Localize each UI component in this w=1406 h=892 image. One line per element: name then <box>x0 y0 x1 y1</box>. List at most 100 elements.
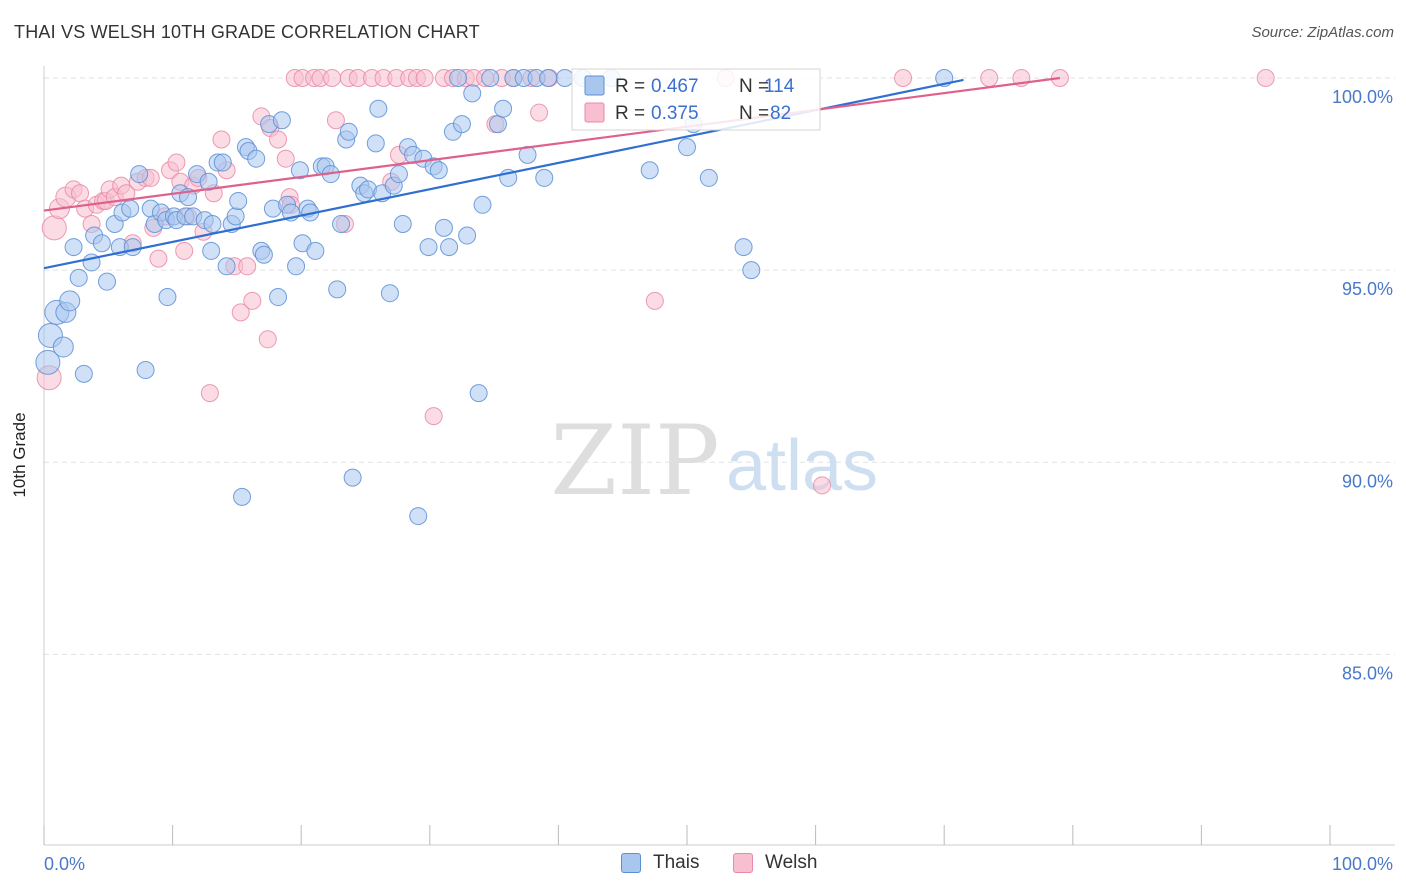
data-point-thais <box>369 99 388 118</box>
data-point-welsh <box>258 330 277 349</box>
data-point-welsh <box>1256 69 1275 87</box>
grid-layer <box>44 77 1395 655</box>
data-point-welsh <box>71 184 90 203</box>
y-tick-label: 85.0% <box>1342 663 1393 683</box>
data-point-welsh <box>269 130 288 149</box>
data-point-thais <box>518 145 537 164</box>
data-point-thais <box>203 215 222 234</box>
legend-r-label-welsh: R = <box>615 103 645 124</box>
data-point-thais <box>92 234 111 253</box>
data-point-welsh <box>175 241 194 260</box>
chart-title: THAI VS WELSH 10TH GRADE CORRELATION CHA… <box>14 22 480 42</box>
series-legend-thais[interactable]: Thais <box>621 852 699 874</box>
data-point-thais <box>328 280 347 299</box>
series-label-thais: Thais <box>653 852 700 873</box>
data-point-welsh <box>424 407 443 426</box>
data-point-thais <box>440 238 459 257</box>
data-point-thais <box>678 138 696 157</box>
data-point-thais <box>287 257 306 276</box>
data-point-thais <box>458 226 477 245</box>
data-point-thais <box>199 172 218 191</box>
stats-legend: R = 0.467 N = 114 R = 0.375 N = 82 <box>571 68 821 131</box>
data-point-welsh <box>323 69 342 87</box>
data-point-welsh <box>415 69 434 87</box>
data-point-thais <box>217 257 236 276</box>
data-point-thais <box>136 361 155 380</box>
data-point-thais <box>52 336 74 358</box>
data-point-welsh <box>167 153 186 172</box>
data-point-thais <box>202 241 221 260</box>
data-point-thais <box>69 268 88 287</box>
data-point-thais <box>429 161 448 180</box>
data-point-thais <box>481 69 500 87</box>
y-tick-label: 90.0% <box>1342 471 1393 491</box>
data-point-thais <box>306 241 325 260</box>
series-label-welsh: Welsh <box>765 852 818 873</box>
data-point-thais <box>555 69 574 87</box>
data-point-thais <box>254 245 273 264</box>
legend-r-value-thais: 0.467 <box>651 76 699 97</box>
chart-source: Source: ZipAtlas.com <box>1251 24 1394 41</box>
series-swatch-welsh <box>733 853 753 873</box>
data-point-welsh <box>326 111 345 130</box>
data-point-thais <box>494 99 513 118</box>
data-point-thais <box>469 384 488 403</box>
data-point-welsh <box>149 249 168 268</box>
data-point-thais <box>233 487 252 506</box>
data-point-thais <box>35 349 61 375</box>
data-point-thais <box>434 218 453 237</box>
x-tick-label: 0.0% <box>44 854 85 874</box>
data-point-welsh <box>894 69 913 87</box>
data-point-thais <box>389 165 408 184</box>
data-point-thais <box>452 115 471 134</box>
points-layer <box>35 69 1275 526</box>
series-legend-welsh[interactable]: Welsh <box>733 852 817 874</box>
data-point-thais <box>269 288 288 307</box>
data-point-thais <box>535 168 554 187</box>
data-point-thais <box>463 84 482 103</box>
legend-n-label-thais: N = <box>739 76 769 97</box>
data-point-thais <box>473 195 492 214</box>
data-point-welsh <box>980 69 999 87</box>
data-point-welsh <box>200 384 219 403</box>
data-point-thais <box>332 215 351 234</box>
data-point-thais <box>247 149 266 168</box>
data-point-thais <box>64 238 83 257</box>
data-point-thais <box>699 168 718 187</box>
legend-n-value-thais: 114 <box>764 76 795 97</box>
data-point-thais <box>229 191 248 210</box>
data-point-thais <box>213 153 232 172</box>
data-point-welsh <box>231 303 250 322</box>
data-point-thais <box>123 238 142 257</box>
legend-box <box>571 68 821 131</box>
data-point-thais <box>640 161 659 180</box>
data-point-thais <box>343 468 362 487</box>
data-point-welsh <box>238 257 257 276</box>
data-point-welsh <box>212 130 231 149</box>
data-point-thais <box>380 284 399 303</box>
data-point-thais <box>449 69 468 87</box>
data-point-welsh <box>530 103 549 122</box>
data-point-thais <box>59 290 81 312</box>
x-tick-label: 100.0% <box>1332 854 1393 874</box>
data-point-welsh <box>243 291 262 310</box>
data-point-thais <box>734 238 753 257</box>
axis-layer: 85.0% 90.0% 95.0% 100.0% 0.0% 100.0% <box>43 66 1395 874</box>
data-point-thais <box>339 122 358 141</box>
y-tick-label: 95.0% <box>1342 279 1393 299</box>
data-point-thais <box>121 199 140 218</box>
data-point-thais <box>98 272 117 291</box>
data-point-thais <box>366 134 385 153</box>
legend-n-value-welsh: 82 <box>770 103 791 124</box>
data-point-thais <box>74 364 93 383</box>
data-point-thais <box>742 261 761 280</box>
data-point-welsh <box>276 149 295 168</box>
y-tick-label: 100.0% <box>1332 87 1393 107</box>
data-point-thais <box>130 165 149 184</box>
trend-line-welsh <box>43 76 1061 212</box>
series-swatch-thais <box>621 853 641 873</box>
legend-swatch-welsh <box>584 102 605 123</box>
data-point-welsh <box>813 476 832 495</box>
data-point-welsh <box>645 291 664 310</box>
